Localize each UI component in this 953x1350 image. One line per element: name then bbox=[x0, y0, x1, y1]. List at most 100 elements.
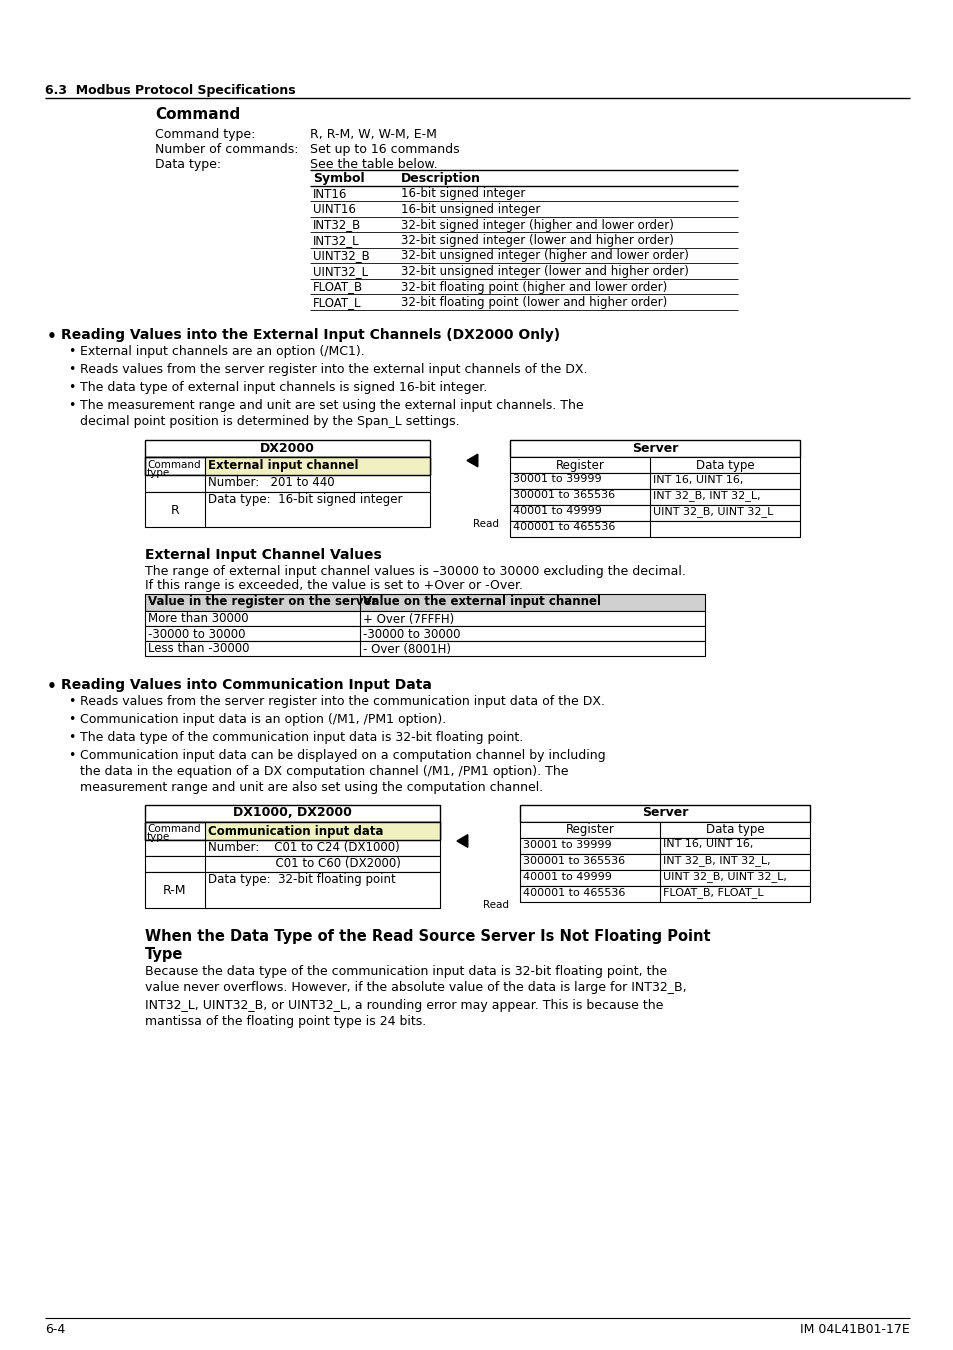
Text: R: R bbox=[171, 504, 179, 517]
Text: •: • bbox=[68, 714, 75, 726]
Text: FLOAT_B: FLOAT_B bbox=[313, 281, 363, 293]
Text: •: • bbox=[47, 679, 57, 694]
Text: The range of external input channel values is –30000 to 30000 excluding the deci: The range of external input channel valu… bbox=[145, 566, 685, 579]
Text: •: • bbox=[68, 695, 75, 709]
Bar bbox=[510, 505, 800, 521]
Text: type: type bbox=[147, 467, 170, 478]
Text: External input channel: External input channel bbox=[208, 459, 358, 472]
Text: DX1000, DX2000: DX1000, DX2000 bbox=[233, 806, 352, 819]
Text: Communication input data can be displayed on a computation channel by including
: Communication input data can be displaye… bbox=[80, 748, 605, 795]
Text: + Over (7FFFH): + Over (7FFFH) bbox=[363, 613, 454, 625]
Text: Register: Register bbox=[555, 459, 604, 471]
Bar bbox=[145, 474, 430, 491]
Text: Read: Read bbox=[482, 899, 509, 910]
Text: DX2000: DX2000 bbox=[260, 441, 314, 455]
Text: 40001 to 49999: 40001 to 49999 bbox=[522, 872, 611, 882]
Text: Data type: Data type bbox=[705, 824, 763, 837]
Bar bbox=[519, 886, 809, 902]
Polygon shape bbox=[467, 454, 477, 467]
Text: 400001 to 465536: 400001 to 465536 bbox=[513, 522, 615, 532]
Bar bbox=[145, 625, 704, 640]
Bar bbox=[519, 853, 809, 869]
Text: •: • bbox=[68, 732, 75, 744]
Bar bbox=[145, 610, 704, 625]
Text: 16-bit signed integer: 16-bit signed integer bbox=[400, 188, 525, 201]
Text: INT 32_B, INT 32_L,: INT 32_B, INT 32_L, bbox=[662, 856, 770, 867]
Text: Command: Command bbox=[147, 825, 200, 834]
Text: Symbol: Symbol bbox=[313, 171, 364, 185]
Text: Register: Register bbox=[565, 824, 614, 837]
Text: 32-bit signed integer (lower and higher order): 32-bit signed integer (lower and higher … bbox=[400, 234, 673, 247]
Bar bbox=[145, 840, 439, 856]
Text: -30000 to 30000: -30000 to 30000 bbox=[363, 628, 460, 640]
Polygon shape bbox=[456, 834, 467, 848]
Text: Read: Read bbox=[473, 518, 498, 529]
Text: Command: Command bbox=[154, 107, 240, 122]
Bar bbox=[145, 440, 430, 456]
Bar bbox=[145, 491, 430, 526]
Text: Data type:: Data type: bbox=[154, 158, 221, 171]
Text: Because the data type of the communication input data is 32-bit floating point, : Because the data type of the communicati… bbox=[145, 964, 686, 1029]
Text: Data type:  16-bit signed integer: Data type: 16-bit signed integer bbox=[208, 494, 402, 506]
Text: Set up to 16 commands: Set up to 16 commands bbox=[310, 143, 459, 157]
Text: 300001 to 365536: 300001 to 365536 bbox=[513, 490, 615, 501]
Text: Description: Description bbox=[400, 171, 480, 185]
Text: See the table below.: See the table below. bbox=[310, 158, 437, 171]
Text: Number:   201 to 440: Number: 201 to 440 bbox=[208, 477, 335, 490]
Bar bbox=[145, 856, 439, 872]
Text: •: • bbox=[47, 328, 57, 343]
Text: INT 16, UINT 16,: INT 16, UINT 16, bbox=[662, 840, 753, 849]
Text: IM 04L41B01-17E: IM 04L41B01-17E bbox=[800, 1323, 909, 1336]
Text: Reading Values into Communication Input Data: Reading Values into Communication Input … bbox=[61, 678, 432, 691]
Text: 40001 to 49999: 40001 to 49999 bbox=[513, 506, 601, 517]
Text: More than 30000: More than 30000 bbox=[148, 613, 249, 625]
Text: Reads values from the server register into the external input channels of the DX: Reads values from the server register in… bbox=[80, 363, 587, 375]
Text: Less than -30000: Less than -30000 bbox=[148, 643, 250, 656]
Text: 400001 to 465536: 400001 to 465536 bbox=[522, 887, 625, 898]
Text: R, R-M, W, W-M, E-M: R, R-M, W, W-M, E-M bbox=[310, 128, 436, 140]
Bar bbox=[519, 822, 809, 837]
Text: Server: Server bbox=[641, 806, 687, 819]
Text: 32-bit unsigned integer (higher and lower order): 32-bit unsigned integer (higher and lowe… bbox=[400, 250, 688, 262]
Bar bbox=[205, 822, 439, 840]
Text: Communication input data: Communication input data bbox=[208, 825, 383, 837]
Text: Command: Command bbox=[147, 459, 200, 470]
Text: Number:    C01 to C24 (DX1000): Number: C01 to C24 (DX1000) bbox=[208, 841, 399, 855]
Text: Number of commands:: Number of commands: bbox=[154, 143, 298, 157]
Text: •: • bbox=[68, 363, 75, 377]
Text: External input channels are an option (/MC1).: External input channels are an option (/… bbox=[80, 344, 364, 358]
Bar bbox=[145, 594, 704, 610]
Text: INT 16, UINT 16,: INT 16, UINT 16, bbox=[652, 474, 742, 485]
Text: Value in the register on the server: Value in the register on the server bbox=[148, 595, 377, 609]
Bar bbox=[145, 872, 439, 907]
Text: Server: Server bbox=[631, 441, 678, 455]
Text: •: • bbox=[68, 346, 75, 359]
Text: UINT 32_B, UINT 32_L: UINT 32_B, UINT 32_L bbox=[652, 506, 773, 517]
Text: UINT32_B: UINT32_B bbox=[313, 250, 370, 262]
Text: FLOAT_B, FLOAT_L: FLOAT_B, FLOAT_L bbox=[662, 887, 762, 898]
Text: External Input Channel Values: External Input Channel Values bbox=[145, 548, 381, 563]
Text: FLOAT_L: FLOAT_L bbox=[313, 296, 361, 309]
Text: The data type of the communication input data is 32-bit floating point.: The data type of the communication input… bbox=[80, 730, 522, 744]
Bar bbox=[145, 456, 430, 474]
Text: 6-4: 6-4 bbox=[45, 1323, 65, 1336]
Bar bbox=[519, 837, 809, 853]
Bar bbox=[205, 456, 430, 474]
Text: -30000 to 30000: -30000 to 30000 bbox=[148, 628, 245, 640]
Text: Reads values from the server register into the communication input data of the D: Reads values from the server register in… bbox=[80, 694, 604, 707]
Bar bbox=[510, 489, 800, 505]
Text: INT32_B: INT32_B bbox=[313, 219, 361, 231]
Text: •: • bbox=[68, 382, 75, 394]
Bar bbox=[145, 805, 439, 822]
Text: The measurement range and unit are set using the external input channels. The
de: The measurement range and unit are set u… bbox=[80, 398, 583, 428]
Text: INT16: INT16 bbox=[313, 188, 347, 201]
Text: Data type: Data type bbox=[695, 459, 754, 471]
Bar bbox=[510, 456, 800, 472]
Text: If this range is exceeded, the value is set to +Over or -Over.: If this range is exceeded, the value is … bbox=[145, 579, 522, 593]
Text: R-M: R-M bbox=[163, 884, 187, 896]
Text: C01 to C60 (DX2000): C01 to C60 (DX2000) bbox=[208, 857, 400, 871]
Text: 32-bit signed integer (higher and lower order): 32-bit signed integer (higher and lower … bbox=[400, 219, 673, 231]
Bar bbox=[519, 869, 809, 886]
Text: When the Data Type of the Read Source Server Is Not Floating Point: When the Data Type of the Read Source Se… bbox=[145, 930, 710, 945]
Text: Command type:: Command type: bbox=[154, 128, 255, 140]
